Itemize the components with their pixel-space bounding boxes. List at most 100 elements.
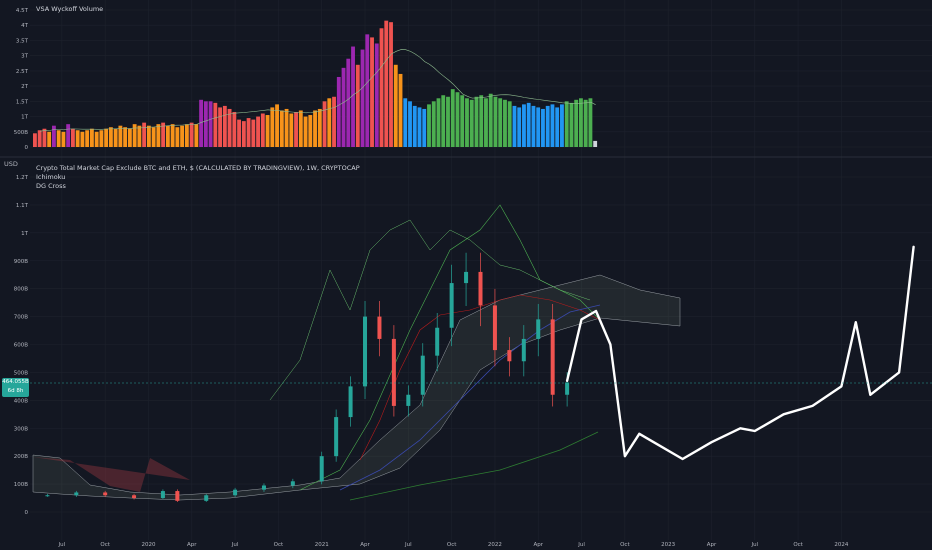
price-title: Crypto Total Market Cap Exclude BTC and … <box>36 164 360 172</box>
volume-bar <box>583 99 588 147</box>
price-badge: 464.055B 6d 8h <box>2 378 29 397</box>
candle-body <box>391 338 396 406</box>
candle-body <box>435 327 440 356</box>
volume-bar <box>460 95 465 147</box>
candle-body <box>507 350 512 362</box>
volume-bar <box>47 131 52 147</box>
time-x-axis: Jul Oct 2020 Apr Jul Oct 2021 Apr Jul Oct 2022 Apr J… <box>58 542 849 548</box>
volume-bar <box>522 104 526 147</box>
volume-bar <box>284 108 289 147</box>
volume-bar <box>66 124 71 147</box>
volume-bar <box>108 127 113 147</box>
volume-bar <box>327 98 332 147</box>
volume-bar <box>346 58 351 147</box>
dg-fast-ma <box>339 304 601 491</box>
volume-bar <box>560 104 564 147</box>
dg-slow-ma <box>349 431 599 501</box>
time-tick-label: Apr <box>187 542 197 548</box>
volume-bar <box>408 101 412 147</box>
candle-body <box>233 489 238 496</box>
volume-bar <box>222 105 227 147</box>
volume-bar <box>146 125 151 147</box>
volume-bar <box>237 119 242 147</box>
indicator-dg-cross[interactable]: DG Cross <box>36 182 66 190</box>
candle-body <box>363 316 368 387</box>
volume-bar <box>208 101 213 147</box>
candle-body <box>103 492 108 496</box>
volume-bar <box>127 128 132 147</box>
time-tick-label: Jul <box>577 542 585 548</box>
candle-body <box>420 355 425 395</box>
volume-bar <box>351 46 355 147</box>
candle-body <box>290 481 295 486</box>
price-tick-label: 0 <box>25 510 29 516</box>
volume-bar <box>493 96 498 147</box>
hand-drawn-projection-line <box>565 245 915 461</box>
volume-bar <box>313 110 317 147</box>
volume-bar <box>541 108 545 147</box>
volume-tick-label: 500B <box>14 130 28 136</box>
volume-bar <box>446 96 450 147</box>
volume-tick-label: 1.5T <box>16 99 29 105</box>
volume-bar <box>465 98 469 147</box>
volume-bar <box>488 93 493 147</box>
volume-bar <box>175 127 180 147</box>
price-tick-label: 900B <box>14 259 28 265</box>
time-tick-label: Oct <box>620 542 630 548</box>
indicator-ichimoku[interactable]: Ichimoku <box>36 173 66 181</box>
candle-body <box>377 316 382 339</box>
time-tick-label: 2022 <box>488 542 502 548</box>
volume-bar <box>232 111 237 147</box>
time-tick-label: 2020 <box>141 542 155 548</box>
volume-bar <box>246 118 251 147</box>
volume-bar <box>422 108 427 147</box>
price-tick-label: 300B <box>14 426 28 432</box>
volume-bar <box>579 98 583 147</box>
candle-body <box>492 305 497 351</box>
volume-bar <box>569 102 574 147</box>
volume-bar <box>389 22 393 147</box>
candle-body <box>449 283 454 328</box>
candle-body <box>521 338 526 362</box>
price-tick-label: 100B <box>14 482 28 488</box>
volume-bar <box>70 128 75 147</box>
time-tick-label: Jul <box>231 542 239 548</box>
volume-bar <box>341 67 346 147</box>
volume-bar <box>161 122 166 147</box>
price-tick-label: 1.1T <box>16 203 29 209</box>
volume-bar <box>455 92 460 147</box>
volume-bar <box>33 133 37 147</box>
ichimoku-kumo <box>32 274 681 501</box>
volume-bar <box>398 73 403 147</box>
time-tick-label: 2023 <box>661 542 675 548</box>
volume-bar <box>417 107 422 147</box>
volume-bar <box>536 107 541 147</box>
volume-bar <box>104 128 109 147</box>
volume-bar <box>469 99 474 147</box>
volume-tick-label: 3T <box>21 54 28 60</box>
volume-bar <box>213 102 218 147</box>
volume-bar <box>550 104 555 147</box>
volume-bar <box>308 115 313 147</box>
volume-bar <box>441 95 446 147</box>
ichimoku-cloud <box>32 204 681 501</box>
volume-bar <box>517 107 522 147</box>
volume-bar <box>564 101 569 147</box>
grid-lines <box>30 0 932 540</box>
volume-bar <box>588 98 593 147</box>
volume-tick-label: 2.5T <box>16 69 29 75</box>
volume-bar <box>365 34 370 147</box>
candle-body <box>565 382 570 395</box>
price-tick-label: 800B <box>14 287 28 293</box>
price-candles <box>45 252 570 502</box>
price-currency: USD <box>4 160 18 168</box>
price-tick-label: 1T <box>21 231 28 237</box>
candle-body <box>536 319 541 339</box>
volume-bar <box>180 125 185 147</box>
volume-bar <box>574 99 579 147</box>
volume-bar <box>412 105 417 147</box>
candle-body <box>406 394 411 406</box>
volume-bar <box>241 121 246 147</box>
volume-bar <box>123 127 128 147</box>
